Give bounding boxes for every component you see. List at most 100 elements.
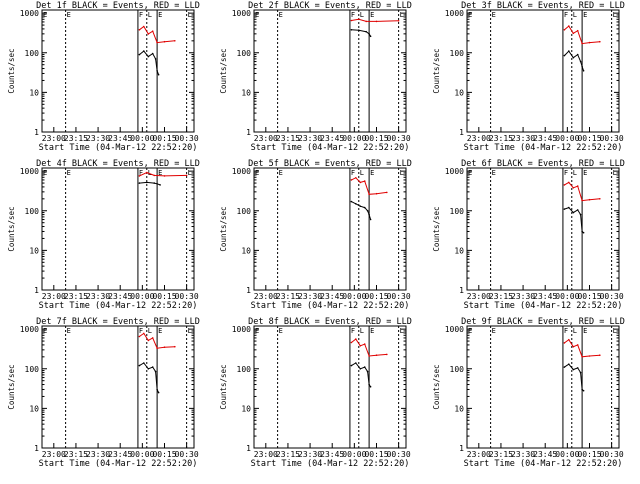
- events-point: [368, 33, 370, 35]
- events-point: [572, 56, 575, 59]
- lld-point: [138, 175, 141, 177]
- y-tick-label: 10: [454, 246, 464, 255]
- events-point: [156, 70, 158, 72]
- chart-title: Det 9f BLACK = Events, RED = LLD: [461, 317, 625, 327]
- chart-title: Det 4f BLACK = Events, RED = LLD: [36, 159, 200, 169]
- events-point: [143, 50, 145, 52]
- y-tick-label: 1000: [445, 167, 464, 176]
- y-axis-label: Counts/sec: [219, 206, 228, 251]
- y-tick-label: 100: [237, 207, 252, 216]
- lld-point: [138, 335, 141, 338]
- lld-point: [563, 29, 566, 31]
- events-point: [143, 362, 145, 364]
- x-tick-label: 23:00: [254, 292, 278, 301]
- lld-point: [368, 355, 370, 357]
- lld-point: [386, 353, 388, 356]
- x-tick-label: 23:45: [533, 450, 557, 459]
- chart-title: Det 8f BLACK = Events, RED = LLD: [248, 317, 412, 327]
- y-tick-label: 1: [34, 128, 39, 137]
- events-point: [563, 366, 566, 368]
- event-marker-label: E: [468, 169, 472, 177]
- lld-point: [563, 184, 566, 186]
- y-tick-label: 10: [241, 88, 251, 97]
- x-tick-label: 00:15: [364, 450, 388, 459]
- event-marker-label: E: [255, 11, 259, 19]
- event-marker-label: E: [583, 169, 587, 177]
- events-point: [368, 213, 370, 216]
- x-tick-label: 23:15: [64, 292, 88, 301]
- lld-point: [375, 354, 378, 357]
- x-tick-label: 23:15: [276, 292, 300, 301]
- x-tick-label: 23:00: [467, 292, 491, 301]
- lld-point: [350, 341, 353, 344]
- events-point: [563, 208, 566, 210]
- event-marker-label: F: [351, 11, 355, 19]
- lld-point: [174, 345, 176, 348]
- lld-point: [359, 345, 362, 347]
- y-axis-label: Counts/sec: [432, 48, 441, 93]
- event-marker-label: L: [573, 327, 577, 335]
- x-tick-label: 00:15: [577, 450, 601, 459]
- y-axis-label: Counts/sec: [7, 206, 16, 251]
- plot-frame: [466, 9, 620, 133]
- event-marker-label: E: [43, 327, 47, 335]
- events-series-line: [564, 363, 584, 392]
- x-tick-label: 00:30: [175, 134, 199, 143]
- y-tick-label: 1000: [445, 9, 464, 18]
- events-point: [359, 205, 362, 207]
- chart-panel-2: Det 2f BLACK = Events, RED = LLD 1 10 100 10…: [219, 1, 412, 153]
- events-point: [568, 50, 570, 52]
- lld-point: [375, 20, 378, 23]
- y-tick-label: 10: [29, 404, 39, 413]
- event-marker-label: L: [573, 169, 577, 177]
- events-point: [359, 368, 362, 370]
- x-tick-label: 00:00: [342, 292, 366, 301]
- lld-point: [358, 18, 360, 21]
- x-tick-label: 23:45: [320, 134, 344, 143]
- y-axis-label: Counts/sec: [7, 48, 16, 93]
- events-series-line: [564, 207, 584, 234]
- x-tick-label: 23:30: [511, 292, 535, 301]
- lld-point: [568, 181, 570, 184]
- lld-point: [163, 346, 166, 349]
- x-tick-label: 23:45: [533, 134, 557, 143]
- y-tick-label: 10: [241, 246, 251, 255]
- event-marker-label: F: [564, 11, 568, 19]
- lld-point: [375, 192, 378, 195]
- events-point: [355, 362, 357, 364]
- event-marker-label: E: [158, 327, 162, 335]
- chart-title: Det 1f BLACK = Events, RED = LLD: [36, 1, 200, 11]
- events-point: [579, 213, 582, 216]
- lld-point: [138, 29, 141, 31]
- events-point: [147, 55, 150, 58]
- y-tick-label: 1000: [232, 325, 251, 334]
- x-axis-label: Start Time (04-Mar-12 22:52:20): [251, 459, 410, 469]
- y-tick-label: 1000: [20, 9, 39, 18]
- x-tick-label: 00:15: [364, 134, 388, 143]
- lld-point: [599, 354, 601, 357]
- lld-point: [143, 25, 145, 28]
- y-tick-label: 100: [25, 49, 40, 58]
- lld-point: [174, 40, 176, 42]
- chart-title: Det 3f BLACK = Events, RED = LLD: [461, 1, 625, 11]
- x-tick-label: 00:30: [387, 292, 411, 301]
- event-marker-label: L: [613, 11, 617, 19]
- lld-point: [363, 180, 366, 182]
- events-point: [151, 52, 154, 55]
- y-tick-label: 10: [29, 88, 39, 97]
- lld-point: [572, 187, 575, 189]
- event-marker-label: E: [158, 11, 162, 19]
- event-marker-label: L: [148, 11, 152, 19]
- x-tick-label: 00:15: [152, 134, 176, 143]
- x-tick-label: 23:45: [108, 292, 132, 301]
- events-series-line: [139, 50, 160, 75]
- x-tick-label: 00:15: [364, 292, 388, 301]
- events-point: [582, 389, 585, 392]
- events-point: [138, 53, 141, 56]
- y-axis-label: Counts/sec: [432, 206, 441, 251]
- lld-point: [350, 179, 353, 181]
- lld-point: [581, 199, 583, 202]
- lld-point: [185, 174, 188, 177]
- x-axis-label: Start Time (04-Mar-12 22:52:20): [251, 301, 410, 311]
- events-point: [157, 73, 160, 76]
